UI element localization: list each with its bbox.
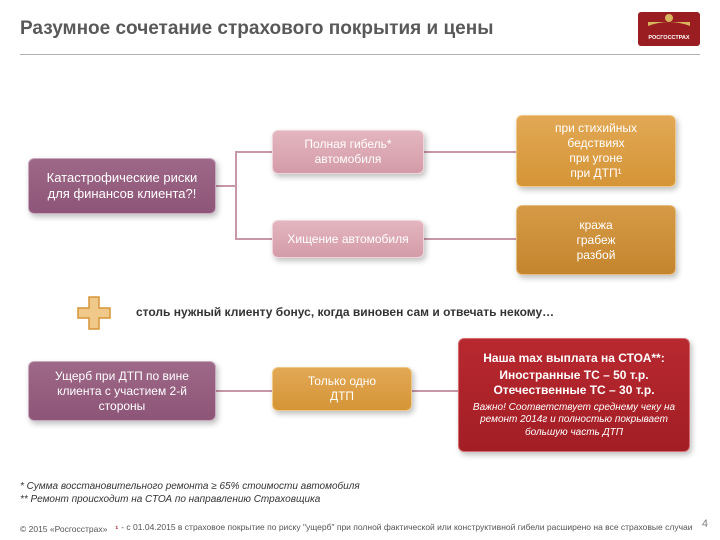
footnote-1: * Сумма восстановительного ремонта ≥ 65%… bbox=[20, 480, 360, 493]
payout-note: Важно! Соответствует среднему чеку на ре… bbox=[467, 402, 681, 440]
node-payout: Наша max выплата на СТОА**: Иностранные … bbox=[458, 338, 690, 452]
node-line: Полная гибель* bbox=[304, 137, 391, 152]
node-line: для финансов клиента?! bbox=[48, 186, 197, 202]
diagram-area: Катастрофические рискидля финансов клиен… bbox=[0, 55, 720, 475]
payout-foreign: Иностранные ТС – 50 т.р. bbox=[499, 368, 648, 383]
node-line: при ДТП¹ bbox=[570, 166, 621, 181]
brand-logo: РОСГОССТРАХ bbox=[638, 12, 700, 46]
node-theft-types: кражаграбежразбой bbox=[516, 205, 676, 275]
node-damage: Ущерб при ДТП по винеклиента с участием … bbox=[28, 361, 216, 421]
node-line: Только одно bbox=[308, 374, 376, 389]
node-line: Ущерб при ДТП по вине bbox=[55, 369, 189, 384]
footnotes: * Сумма восстановительного ремонта ≥ 65%… bbox=[20, 480, 360, 506]
node-line: при стихийных бедствиях bbox=[525, 121, 667, 151]
node-line: при угоне bbox=[569, 151, 622, 166]
payout-domestic: Отечественные ТС – 30 т.р. bbox=[493, 383, 654, 398]
node-line: клиента с участием 2-й bbox=[57, 384, 187, 399]
payout-title: Наша max выплата на СТОА**: bbox=[483, 351, 664, 366]
footnote-2: ** Ремонт происходит на СТОА по направле… bbox=[20, 493, 360, 506]
node-line: ДТП bbox=[330, 389, 354, 404]
node-catastrophic-risks: Катастрофические рискидля финансов клиен… bbox=[28, 158, 216, 214]
node-one-dtp: Только одноДТП bbox=[272, 367, 412, 411]
page-title: Разумное сочетание страхового покрытия и… bbox=[20, 18, 638, 40]
copyright: © 2015 «Росгосстрах» bbox=[20, 522, 115, 534]
bonus-text: столь нужный клиенту бонус, когда винове… bbox=[136, 305, 554, 319]
node-line: стороны bbox=[99, 399, 146, 414]
node-line: грабеж bbox=[576, 233, 615, 248]
node-line: Хищение автомобиля bbox=[287, 232, 408, 247]
node-line: автомобиля bbox=[315, 152, 382, 167]
node-line: кража bbox=[579, 218, 612, 233]
svg-text:РОСГОССТРАХ: РОСГОССТРАХ bbox=[648, 35, 689, 41]
node-line: Катастрофические риски bbox=[47, 170, 198, 186]
node-line: разбой bbox=[577, 248, 616, 263]
page-number: 4 bbox=[702, 518, 708, 530]
plus-icon bbox=[76, 295, 112, 331]
node-disasters: при стихийных бедствияхпри угонепри ДТП¹ bbox=[516, 115, 676, 187]
node-theft: Хищение автомобиля bbox=[272, 220, 424, 258]
bottom-bar: © 2015 «Росгосстрах» ¹ - с 01.04.2015 в … bbox=[20, 522, 700, 534]
dagger-footnote: - с 01.04.2015 в страховое покрытие по р… bbox=[121, 522, 700, 532]
node-total-loss: Полная гибель*автомобиля bbox=[272, 130, 424, 174]
